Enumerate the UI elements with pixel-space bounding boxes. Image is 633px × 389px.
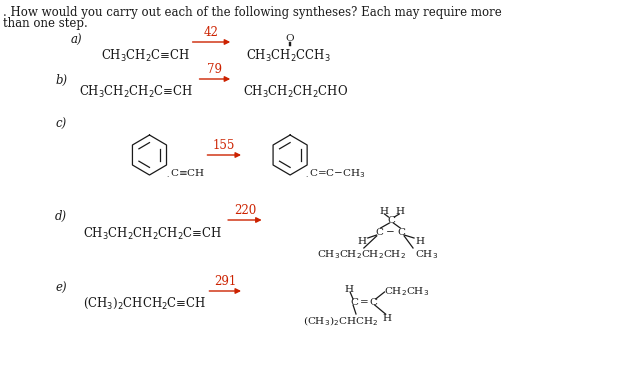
Text: H: H [358,237,367,246]
Text: d): d) [55,210,67,223]
Text: (CH$_3$)$_2$CHCH$_2$C≡CH: (CH$_3$)$_2$CHCH$_2$C≡CH [83,296,206,311]
Text: H: H [415,237,424,246]
Text: H: H [344,285,354,294]
Text: =: = [360,298,368,307]
Text: e): e) [55,282,66,295]
Text: CH$_3$CH$_2$CH$_2$CHO: CH$_3$CH$_2$CH$_2$CHO [243,84,348,100]
Text: than one step.: than one step. [3,17,88,30]
Text: C: C [350,298,358,307]
Text: 42: 42 [204,26,219,39]
Text: C: C [387,216,396,225]
Text: O: O [285,34,294,43]
Text: H: H [396,207,404,216]
Text: C: C [370,298,378,307]
Text: 220: 220 [234,204,256,217]
Text: −: − [386,228,395,237]
Text: CH$_3$CH$_2$CH$_2$CH$_2$: CH$_3$CH$_2$CH$_2$CH$_2$ [316,248,406,261]
Text: C: C [398,228,405,237]
Text: 155: 155 [213,139,235,152]
Text: b): b) [55,74,67,87]
Text: CH$_3$CH$_2$C≡CH: CH$_3$CH$_2$C≡CH [101,48,191,64]
Text: a): a) [71,34,82,47]
Text: CH$_3$CH$_2$CH$_2$CH$_2$C≡CH: CH$_3$CH$_2$CH$_2$CH$_2$C≡CH [83,226,222,242]
Text: $_.$C=C−CH$_3$: $_.$C=C−CH$_3$ [305,167,366,180]
Text: (CH$_3$)$_2$CHCH$_2$: (CH$_3$)$_2$CHCH$_2$ [303,314,378,328]
Text: 291: 291 [214,275,236,288]
Text: . How would you carry out each of the following syntheses? Each may require more: . How would you carry out each of the fo… [3,6,502,19]
Text: 79: 79 [208,63,222,76]
Text: $_.$C≡CH: $_.$C≡CH [165,167,204,180]
Text: H: H [382,314,391,323]
Text: CH$_3$CH$_2$CH$_2$C≡CH: CH$_3$CH$_2$CH$_2$C≡CH [78,84,193,100]
Text: H: H [379,207,388,216]
Text: c): c) [55,118,66,131]
Text: C: C [375,228,384,237]
Text: CH$_2$CH$_3$: CH$_2$CH$_3$ [384,285,429,298]
Text: CH$_3$: CH$_3$ [415,248,438,261]
Text: CH$_3$CH$_2$CCH$_3$: CH$_3$CH$_2$CCH$_3$ [246,48,330,64]
